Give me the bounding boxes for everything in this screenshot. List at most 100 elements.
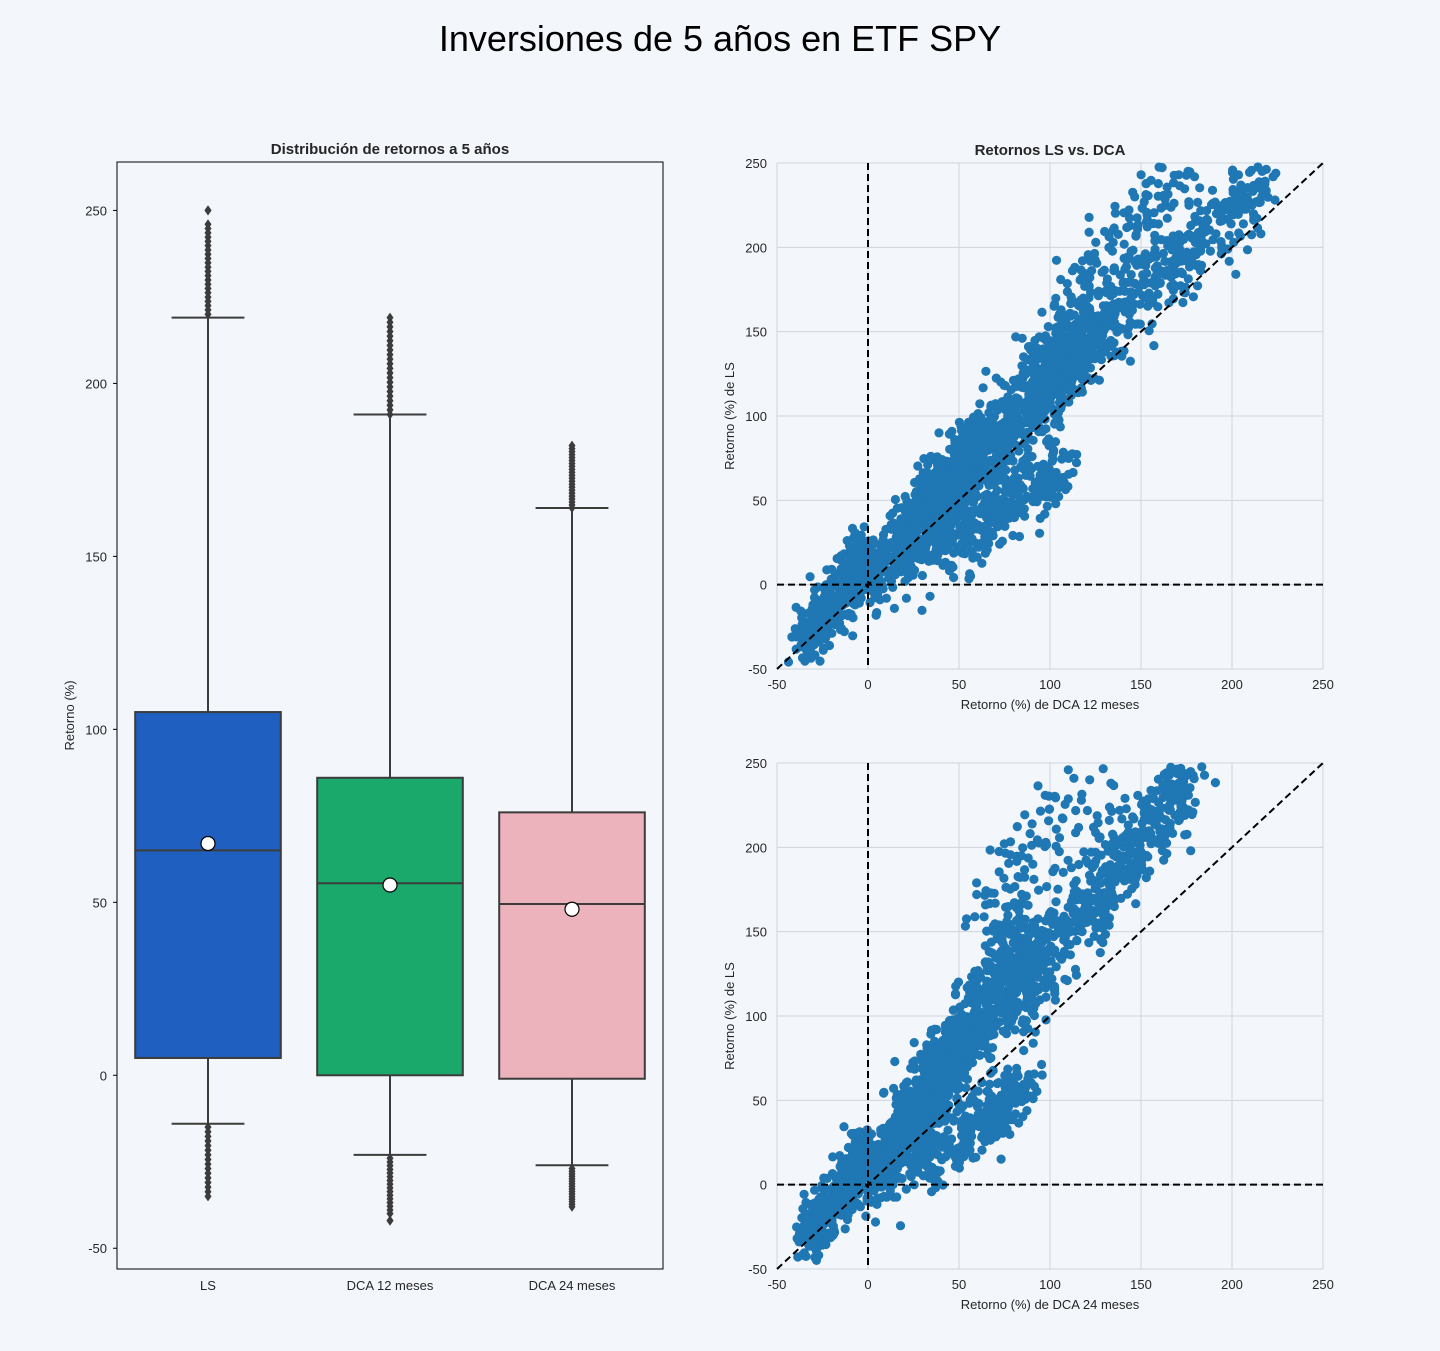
- scatter-point: [1098, 341, 1108, 351]
- scatter-point: [1149, 218, 1159, 229]
- scatter-point: [1047, 371, 1057, 381]
- scatter-point: [906, 1132, 916, 1142]
- scatter-point: [879, 1191, 889, 1201]
- scatter-panel-dca12: Retornos LS vs. DCA-50 0 50 100 150 200 250-50…: [722, 142, 1334, 712]
- scatter-point: [1131, 230, 1141, 240]
- scatter-point: [848, 631, 858, 641]
- scatter-point: [1132, 213, 1142, 223]
- reference-line-diagonal: [776, 162, 1324, 670]
- scatter-point: [1102, 314, 1112, 324]
- scatter-point: [1147, 319, 1157, 329]
- scatter-point: [890, 1056, 900, 1067]
- scatter-point: [965, 523, 975, 533]
- scatter-point: [820, 608, 831, 618]
- scatter-point: [1050, 995, 1060, 1005]
- scatter-point: [1007, 438, 1017, 448]
- scatter-point: [981, 366, 991, 376]
- scatter-point: [1149, 341, 1159, 351]
- scatter-point: [1013, 374, 1024, 384]
- scatter-point: [922, 1146, 932, 1156]
- scatter-point: [975, 399, 985, 409]
- scatter-point: [927, 1025, 937, 1035]
- scatter-point: [1158, 248, 1168, 259]
- scatter-point: [1227, 167, 1238, 178]
- scatter-point: [968, 1153, 978, 1163]
- scatter-point: [908, 519, 918, 530]
- scatter-point: [874, 572, 884, 582]
- y-tick-label: 50: [753, 493, 767, 508]
- scatter-point: [947, 512, 957, 522]
- scatter-point: [990, 515, 1001, 525]
- scatter-point: [1115, 298, 1125, 308]
- scatter-point: [1025, 471, 1035, 481]
- scatter-point: [929, 1054, 940, 1064]
- scatter-point: [1122, 889, 1132, 899]
- scatter-point: [985, 415, 995, 425]
- scatter-point: [1078, 293, 1088, 303]
- scatter-point: [843, 611, 853, 621]
- scatter-point: [1143, 191, 1153, 201]
- scatter-point: [948, 1046, 958, 1056]
- scatter-point: [913, 461, 923, 471]
- scatter-point: [1012, 1068, 1022, 1078]
- scatter-point: [842, 1168, 852, 1178]
- scatter-point: [1169, 283, 1179, 293]
- scatter-point: [1021, 456, 1031, 466]
- scatter-point: [973, 432, 983, 442]
- scatter-point: [829, 1225, 839, 1236]
- scatter-point: [890, 1127, 901, 1137]
- scatter-point: [947, 426, 957, 436]
- scatter-point: [1009, 427, 1020, 437]
- x-tick-label: 150: [1130, 677, 1152, 692]
- scatter-point: [986, 401, 996, 412]
- scatter-point: [955, 1011, 966, 1022]
- scatter-point: [980, 456, 990, 466]
- scatter-point: [910, 1159, 920, 1170]
- x-tick-label: LS: [200, 1278, 216, 1293]
- scatter-point: [952, 1151, 962, 1161]
- scatter-point: [908, 1062, 918, 1072]
- scatter-point: [1051, 499, 1061, 509]
- scatter-point: [948, 562, 958, 572]
- scatter-point: [861, 1167, 871, 1177]
- scatter-point: [954, 1068, 964, 1078]
- scatter-point: [972, 524, 982, 534]
- scatter-point: [1126, 277, 1136, 287]
- scatter-points: [792, 762, 1220, 1265]
- scatter-point: [1176, 267, 1186, 277]
- scatter-point: [1062, 279, 1072, 289]
- scatter-point: [885, 573, 896, 583]
- scatter-point: [1014, 1118, 1024, 1128]
- scatter-point: [981, 959, 991, 969]
- scatter-point: [1168, 231, 1178, 241]
- scatter-point: [977, 1133, 987, 1143]
- scatter-point: [853, 592, 864, 602]
- scatter-point: [1119, 279, 1129, 289]
- scatter-point: [827, 564, 837, 574]
- scatter-point: [1019, 383, 1029, 393]
- scatter-point: [944, 1055, 954, 1065]
- scatter-point: [972, 1028, 983, 1038]
- scatter-point: [960, 999, 970, 1009]
- scatter-point: [905, 1087, 915, 1097]
- scatter-point: [1065, 950, 1075, 960]
- scatter-point: [800, 656, 810, 666]
- scatter-point: [1168, 294, 1178, 304]
- scatter-point: [905, 1169, 915, 1179]
- scatter-point: [982, 926, 992, 936]
- scatter-point: [1162, 236, 1172, 246]
- scatter-point: [959, 512, 970, 522]
- scatter-point: [1127, 305, 1137, 315]
- scatter-point: [846, 562, 856, 572]
- scatter-point: [972, 1014, 983, 1024]
- scatter-point: [1155, 278, 1165, 288]
- scatter-point: [881, 524, 891, 535]
- scatter-point: [1083, 341, 1093, 351]
- scatter-point: [1071, 458, 1082, 468]
- scatter-point: [1049, 301, 1059, 311]
- scatter-point: [855, 541, 865, 551]
- scatter-point: [901, 1148, 912, 1158]
- scatter-point: [890, 494, 901, 505]
- scatter-point: [1228, 210, 1238, 220]
